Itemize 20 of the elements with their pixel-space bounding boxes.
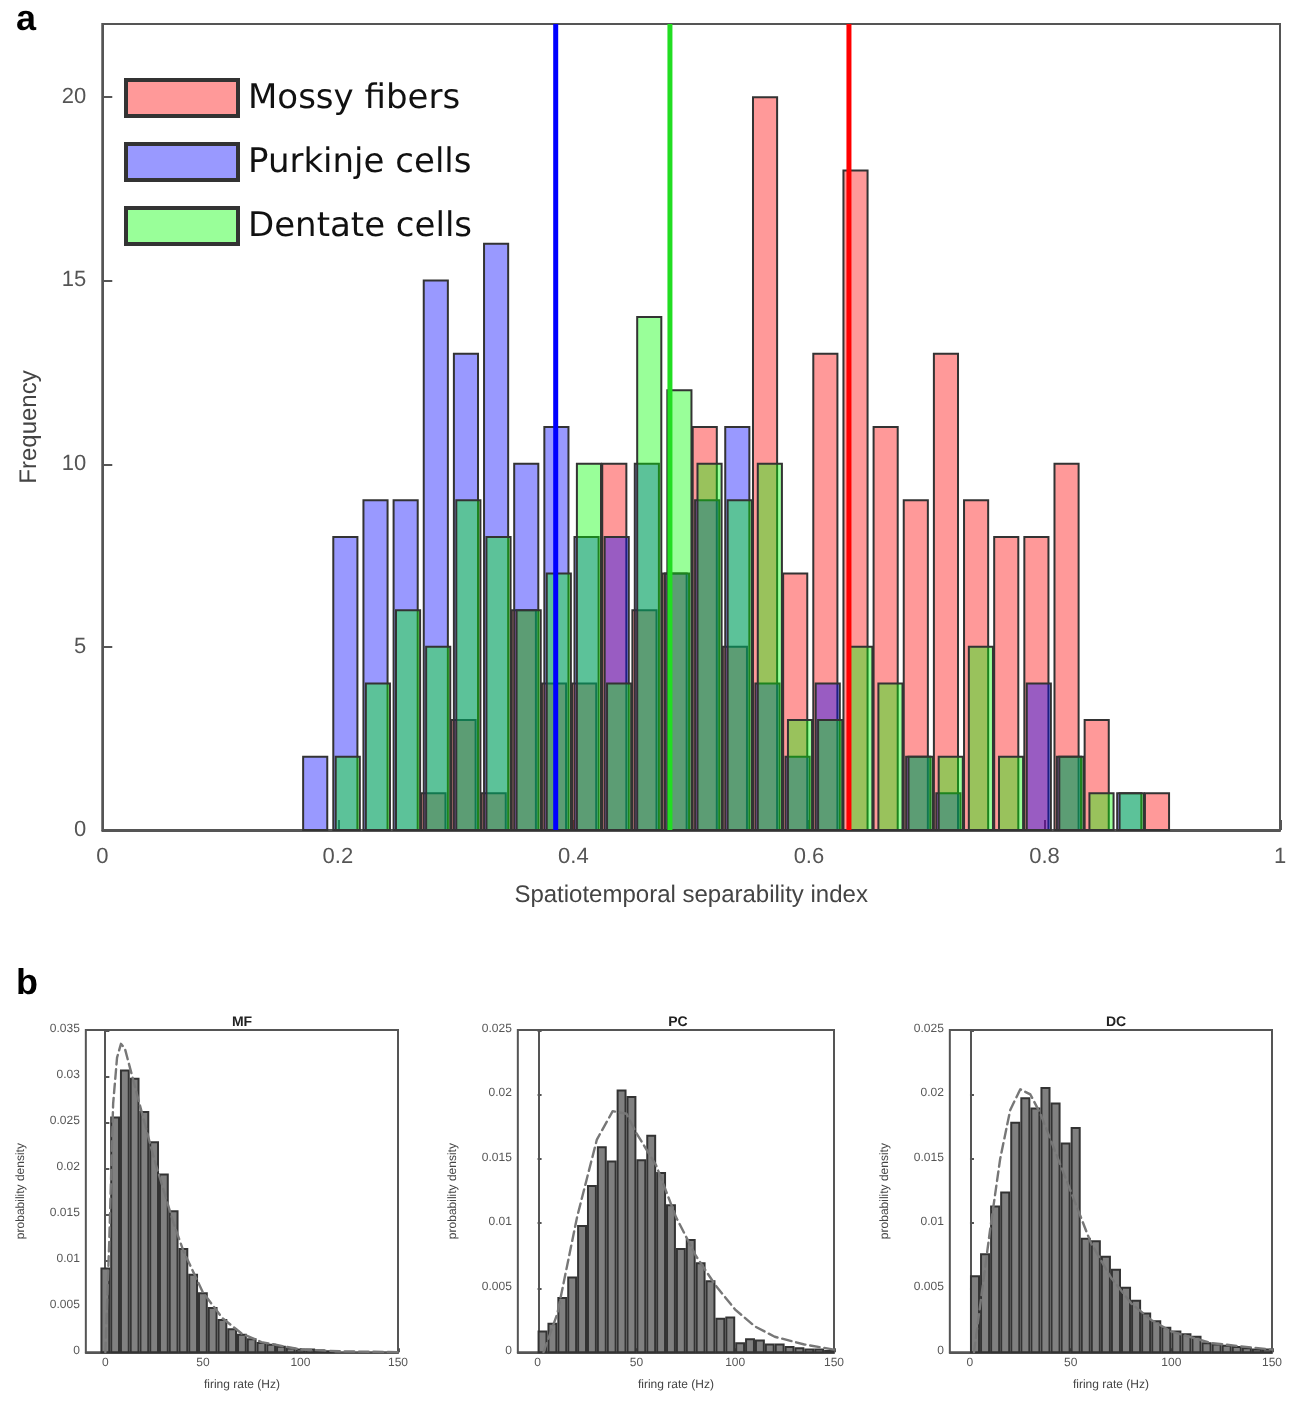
legend-label: Dentate cells <box>248 206 473 246</box>
text: a <box>16 0 38 38</box>
x-tick-label: 0.6 <box>793 845 825 869</box>
y-tick-label: 0 <box>74 818 87 842</box>
x-axis-title: Spatiotemporal separability index <box>514 880 868 908</box>
y-axis-title: Frequency <box>14 370 42 484</box>
legend-label: Mossy fibers <box>248 78 461 118</box>
x-tick-label: 0.4 <box>558 845 589 869</box>
x-tick-label: 1 <box>1273 845 1287 869</box>
x-tick-label: 0.8 <box>1029 845 1060 869</box>
line-series <box>104 1042 400 1354</box>
x-tick-label: 0.2 <box>322 845 354 869</box>
line-series <box>972 1088 1274 1354</box>
y-tick-label: 10 <box>61 451 87 476</box>
text: b <box>16 962 38 1002</box>
y-tick-label: 15 <box>61 268 87 293</box>
x-tick-label: 0 <box>96 845 109 869</box>
y-tick-label: 20 <box>61 85 87 110</box>
y-tick-label: 5 <box>74 634 87 659</box>
legend-label: Purkinje cells <box>248 142 472 182</box>
